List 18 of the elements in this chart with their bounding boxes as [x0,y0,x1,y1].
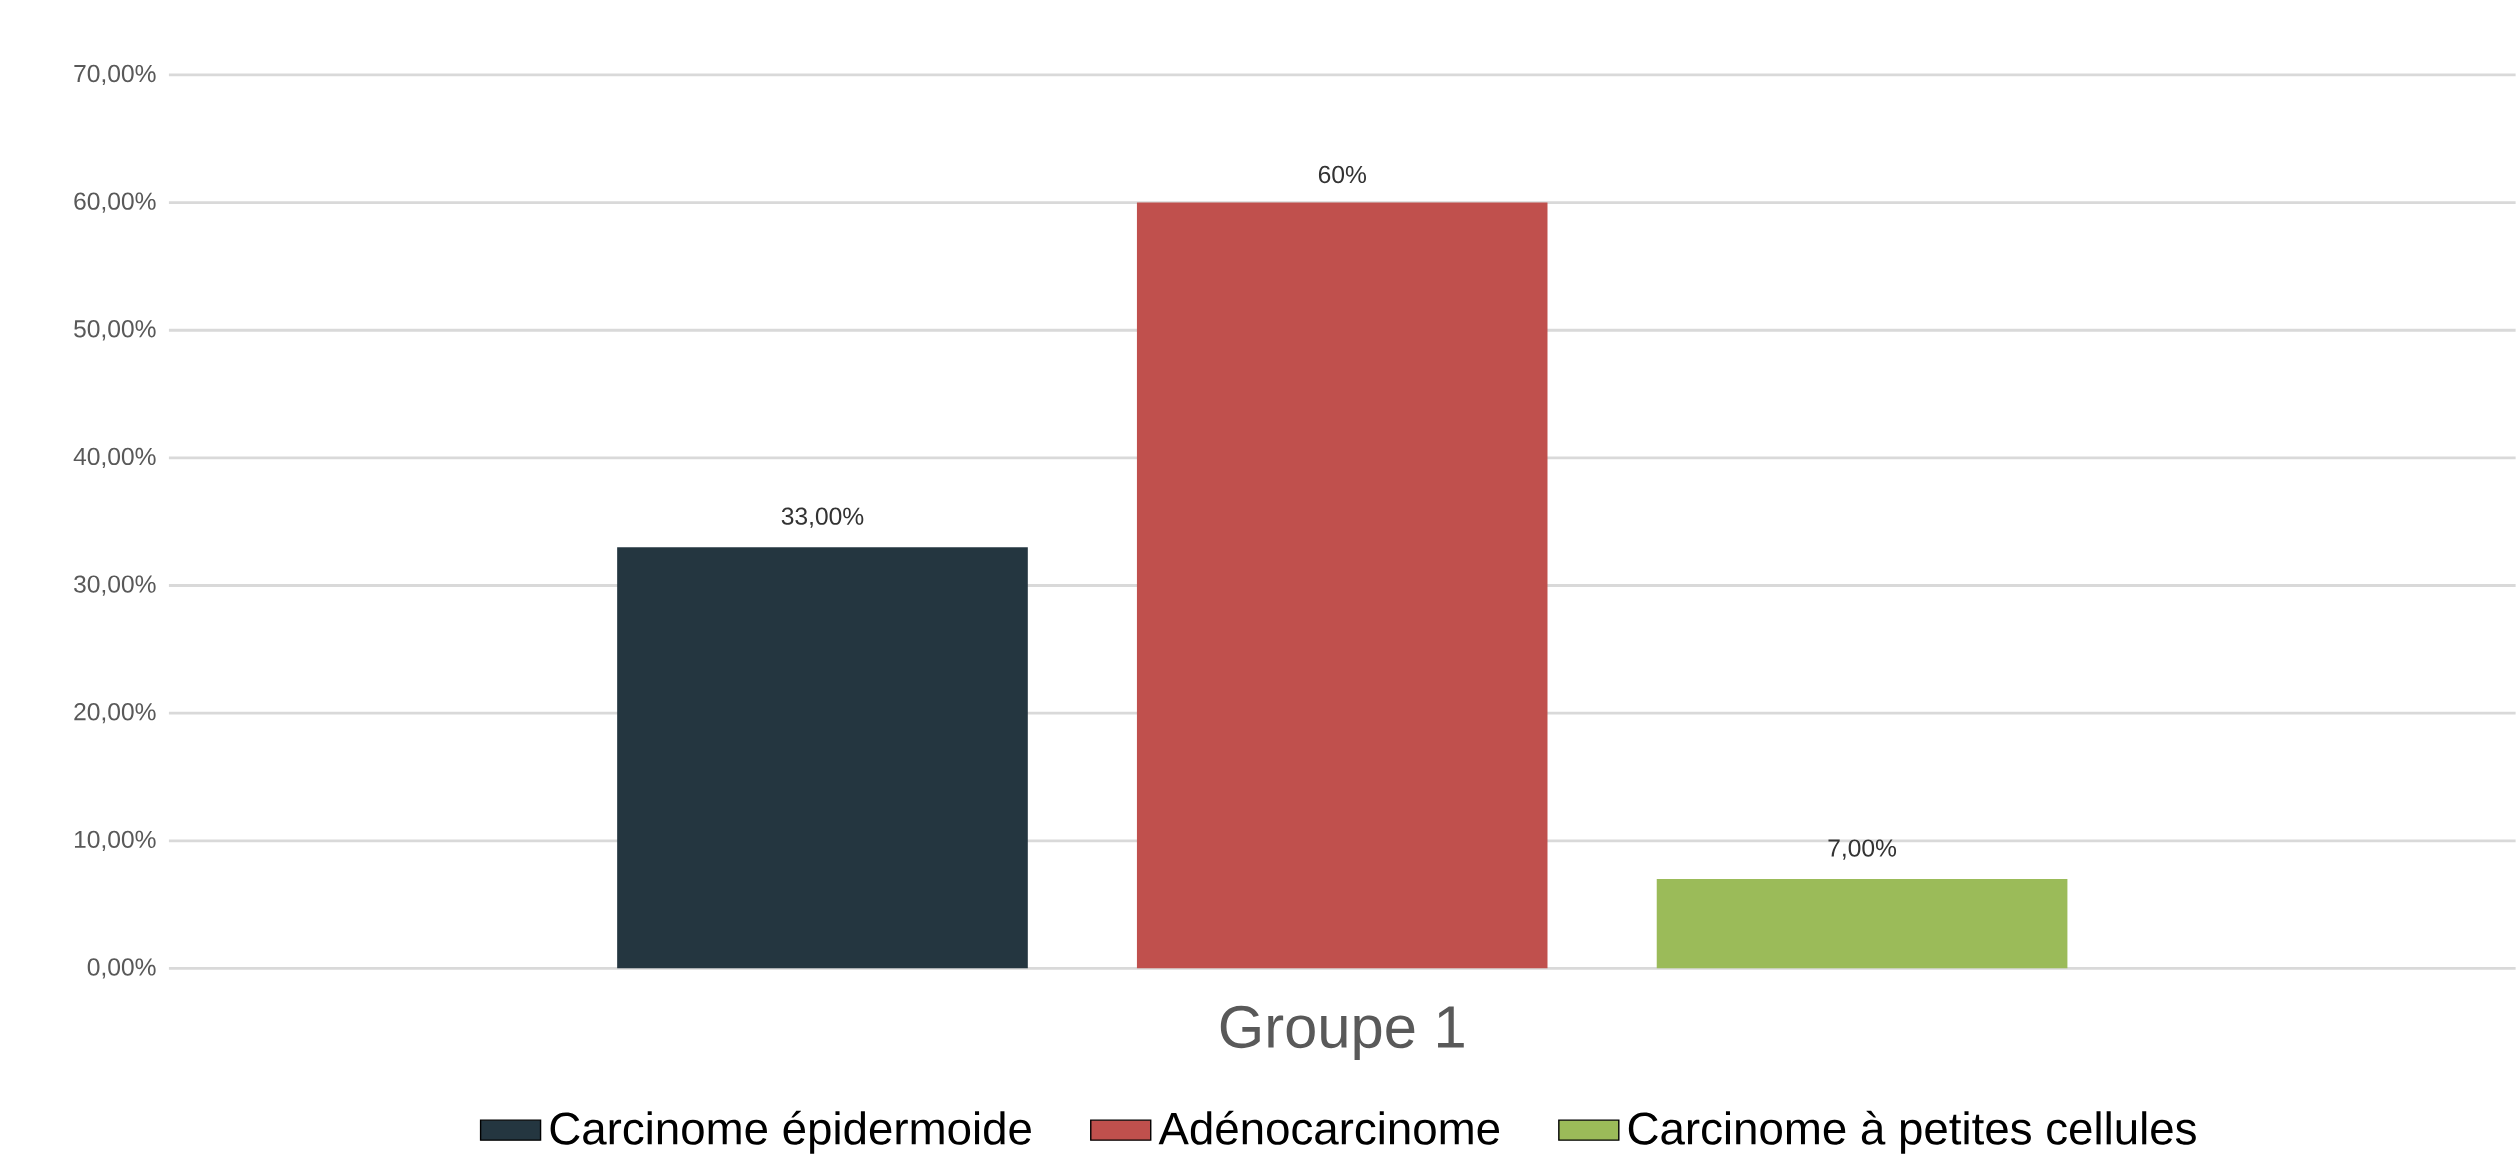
x-tick-label: Groupe 1 [1220,1005,1464,1060]
y-tick-label: 30,00% [74,575,156,596]
bar [1136,202,1548,969]
y-tick-label: 20,00% [74,702,156,724]
y-tick-label: 70,00% [74,64,156,85]
data-label: 33,00% [781,507,864,528]
y-tick-label: 0,00% [87,958,156,979]
legend-label: Carcinome épidermoide [550,1110,1031,1154]
bar [617,547,1028,969]
y-tick-label: 50,00% [74,319,156,341]
bar [1656,878,2068,969]
data-label: 60% [1318,165,1366,183]
legend-label: Carcinome à petites cellules [1628,1110,2196,1154]
legend-label: Adénocarcinome [1158,1110,1500,1145]
y-tick-label: 60,00% [74,192,156,213]
data-label: 7,00% [1828,839,1897,860]
y-tick-label: 40,00% [73,447,156,468]
y-tick-label: 10,00% [74,830,156,851]
